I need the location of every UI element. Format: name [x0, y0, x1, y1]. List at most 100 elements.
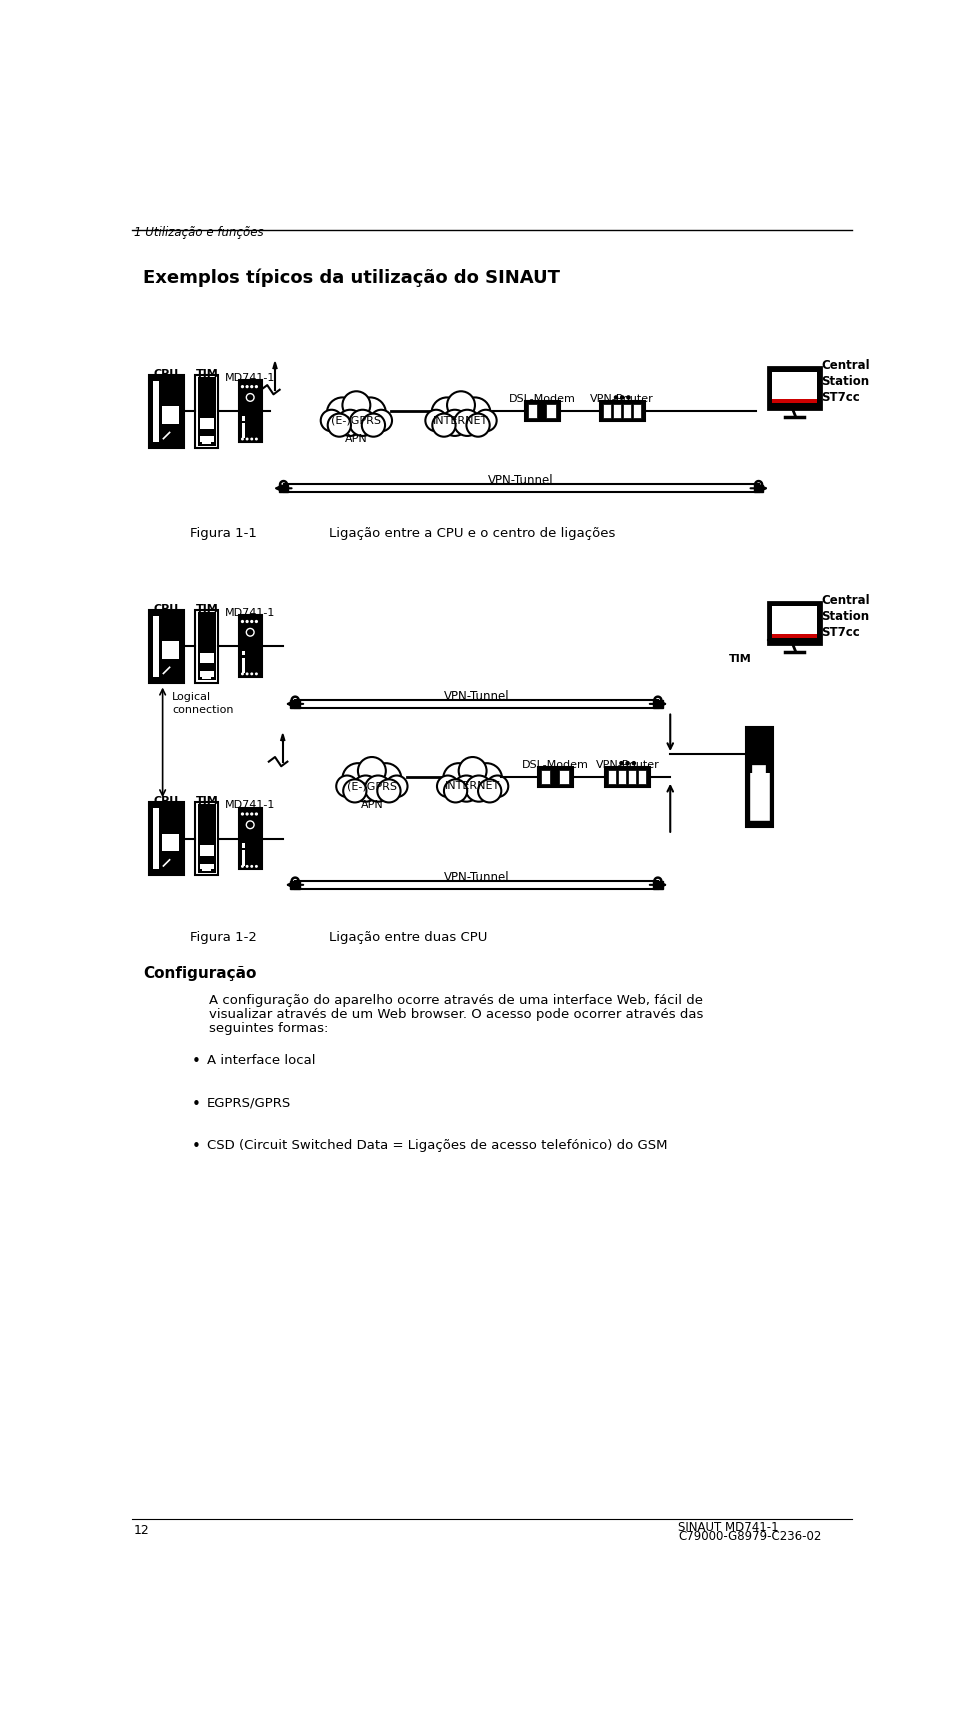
- Bar: [203, 439, 211, 444]
- Text: Figura 1-2: Figura 1-2: [190, 931, 256, 945]
- Bar: [528, 404, 537, 418]
- Text: INTERNET: INTERNET: [445, 781, 500, 791]
- Circle shape: [255, 385, 257, 387]
- Text: CPU: CPU: [154, 604, 180, 613]
- Circle shape: [371, 763, 401, 794]
- Circle shape: [386, 775, 408, 798]
- Bar: [540, 770, 550, 784]
- Text: Figura 1-1: Figura 1-1: [190, 527, 256, 541]
- Circle shape: [242, 813, 244, 815]
- Circle shape: [349, 409, 375, 435]
- Circle shape: [352, 775, 379, 801]
- Circle shape: [343, 763, 373, 794]
- Bar: [242, 416, 245, 421]
- Circle shape: [447, 392, 475, 420]
- Bar: [772, 634, 817, 637]
- Bar: [278, 485, 288, 492]
- Text: •: •: [191, 1053, 201, 1069]
- Circle shape: [247, 820, 254, 829]
- Bar: [242, 850, 245, 865]
- Text: MD741-1: MD741-1: [225, 373, 276, 383]
- Text: VPN-Tunnel: VPN-Tunnel: [444, 870, 510, 884]
- Circle shape: [327, 397, 358, 428]
- Circle shape: [614, 395, 617, 399]
- Circle shape: [487, 775, 508, 798]
- Bar: [242, 843, 245, 848]
- Bar: [752, 765, 765, 774]
- Bar: [203, 865, 211, 872]
- Bar: [203, 674, 211, 679]
- Circle shape: [425, 409, 447, 432]
- Bar: [290, 881, 300, 889]
- Bar: [609, 770, 616, 784]
- Bar: [772, 606, 817, 637]
- Bar: [200, 672, 214, 677]
- Circle shape: [454, 409, 480, 435]
- Circle shape: [247, 629, 254, 636]
- Circle shape: [626, 762, 629, 765]
- Circle shape: [255, 813, 257, 815]
- Text: TIM: TIM: [196, 796, 218, 807]
- Circle shape: [247, 394, 254, 401]
- Bar: [200, 845, 214, 857]
- Text: (E-)GPRS: (E-)GPRS: [347, 781, 396, 791]
- Circle shape: [246, 620, 248, 622]
- Bar: [242, 423, 245, 439]
- Bar: [605, 767, 650, 788]
- Text: CSD (Circuit Switched Data = Ligações de acesso telefónico) do GSM: CSD (Circuit Switched Data = Ligações de…: [206, 1138, 667, 1152]
- Circle shape: [467, 413, 490, 437]
- Bar: [612, 404, 621, 418]
- Circle shape: [442, 409, 468, 435]
- Bar: [153, 382, 158, 442]
- Bar: [200, 653, 214, 663]
- Bar: [749, 770, 770, 820]
- Bar: [198, 611, 216, 680]
- Text: VPN-Router: VPN-Router: [590, 394, 654, 404]
- Circle shape: [540, 406, 544, 409]
- Circle shape: [621, 395, 624, 399]
- Bar: [239, 615, 262, 677]
- Text: SINAUT MD741-1: SINAUT MD741-1: [678, 1521, 779, 1534]
- Bar: [242, 651, 245, 655]
- Bar: [150, 801, 183, 876]
- Text: Central
Station
ST7cc: Central Station ST7cc: [822, 594, 870, 639]
- Circle shape: [620, 762, 623, 765]
- Text: TIM: TIM: [729, 655, 752, 663]
- Bar: [162, 641, 179, 658]
- Bar: [600, 401, 645, 421]
- Bar: [772, 399, 817, 402]
- Circle shape: [554, 779, 557, 782]
- Bar: [653, 699, 662, 708]
- Circle shape: [432, 397, 463, 428]
- Text: CPU: CPU: [154, 796, 180, 807]
- Text: EGPRS/GPRS: EGPRS/GPRS: [206, 1097, 291, 1109]
- Circle shape: [633, 762, 636, 765]
- Text: (E-)GPRS: (E-)GPRS: [331, 416, 381, 425]
- Text: TIM: TIM: [196, 370, 218, 378]
- Circle shape: [251, 620, 252, 622]
- Circle shape: [460, 397, 491, 428]
- Circle shape: [337, 409, 363, 435]
- Circle shape: [246, 385, 248, 387]
- Text: A configuração do aparelho ocorre através de uma interface Web, fácil de: A configuração do aparelho ocorre atravé…: [209, 995, 703, 1007]
- Circle shape: [554, 772, 557, 775]
- Text: VPN-Tunnel: VPN-Tunnel: [489, 475, 554, 487]
- Text: DSL-Modem: DSL-Modem: [522, 760, 589, 770]
- Text: INTERNET: INTERNET: [433, 416, 489, 425]
- Bar: [162, 834, 179, 851]
- Circle shape: [358, 756, 386, 784]
- Text: DSL-Modem: DSL-Modem: [509, 394, 576, 404]
- Text: MD741-1: MD741-1: [225, 608, 276, 618]
- Text: VPN-Tunnel: VPN-Tunnel: [444, 691, 510, 703]
- Circle shape: [246, 813, 248, 815]
- Circle shape: [540, 413, 544, 416]
- Text: Ligação entre duas CPU: Ligação entre duas CPU: [329, 931, 488, 945]
- Bar: [653, 881, 662, 889]
- Bar: [746, 727, 773, 827]
- Bar: [768, 603, 821, 644]
- Text: MD741-1: MD741-1: [225, 800, 276, 810]
- Circle shape: [242, 620, 244, 622]
- Bar: [198, 805, 216, 872]
- Bar: [239, 380, 262, 442]
- Bar: [618, 770, 626, 784]
